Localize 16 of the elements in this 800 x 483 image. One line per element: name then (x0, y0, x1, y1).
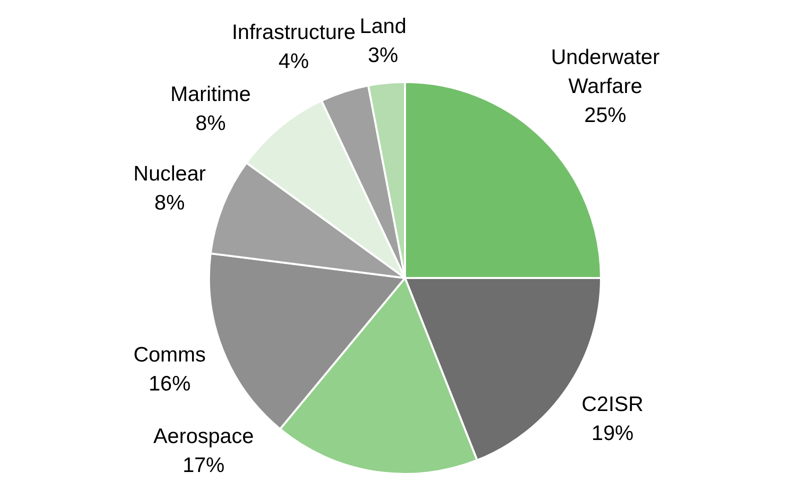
data-label: 4% (278, 50, 309, 74)
data-label: 3% (368, 44, 398, 68)
data-label: 19% (592, 422, 634, 446)
slice-label: Aerospace (153, 425, 254, 448)
data-label: 17% (182, 454, 225, 478)
slice-label: C2ISR (582, 393, 644, 416)
slice-label: Maritime (170, 83, 251, 106)
slice-label: Comms (133, 344, 206, 367)
data-label: 25% (584, 104, 626, 127)
slice-label: Underwater Warfare (551, 46, 660, 98)
data-label: 16% (148, 372, 191, 396)
data-label: 8% (195, 112, 226, 136)
slice-label: Land (360, 15, 406, 38)
data-label: 8% (154, 192, 185, 214)
slice-label: Infrastructure (232, 21, 356, 44)
slice-label: Nuclear (133, 162, 206, 186)
